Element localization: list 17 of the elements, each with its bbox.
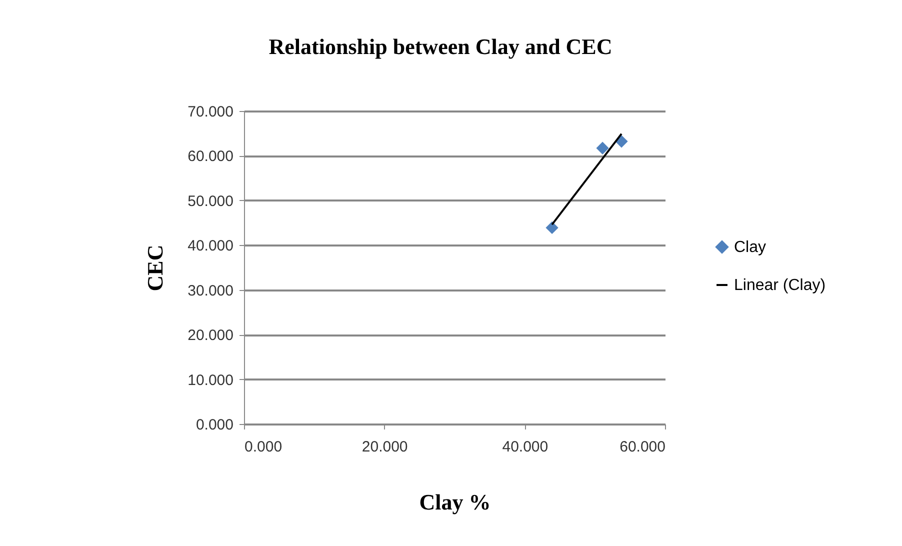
y-tick-label: 30.000 — [188, 282, 234, 300]
y-tick-label: 50.000 — [188, 192, 234, 210]
y-tick-label: 0.000 — [196, 416, 234, 434]
y-axis-title: CEC — [142, 244, 168, 292]
x-axis-title: Clay % — [419, 490, 491, 514]
y-tick-label: 40.000 — [188, 238, 234, 255]
x-tick-label: 40.000 — [502, 438, 548, 456]
legend-label: Linear (Clay) — [734, 277, 826, 294]
y-tick-label: 70.000 — [188, 104, 234, 120]
y-tick-label: 60.000 — [188, 148, 234, 166]
x-tick-label: 60.000 — [620, 438, 666, 456]
y-tick-label: 20.000 — [188, 327, 234, 344]
chart-title: Relationship between Clay and CEC — [268, 34, 612, 59]
x-tick-label: 0.000 — [244, 438, 282, 456]
legend-label: Clay — [734, 239, 766, 256]
y-tick-label: 10.000 — [188, 372, 234, 389]
x-tick-label: 20.000 — [362, 438, 408, 456]
